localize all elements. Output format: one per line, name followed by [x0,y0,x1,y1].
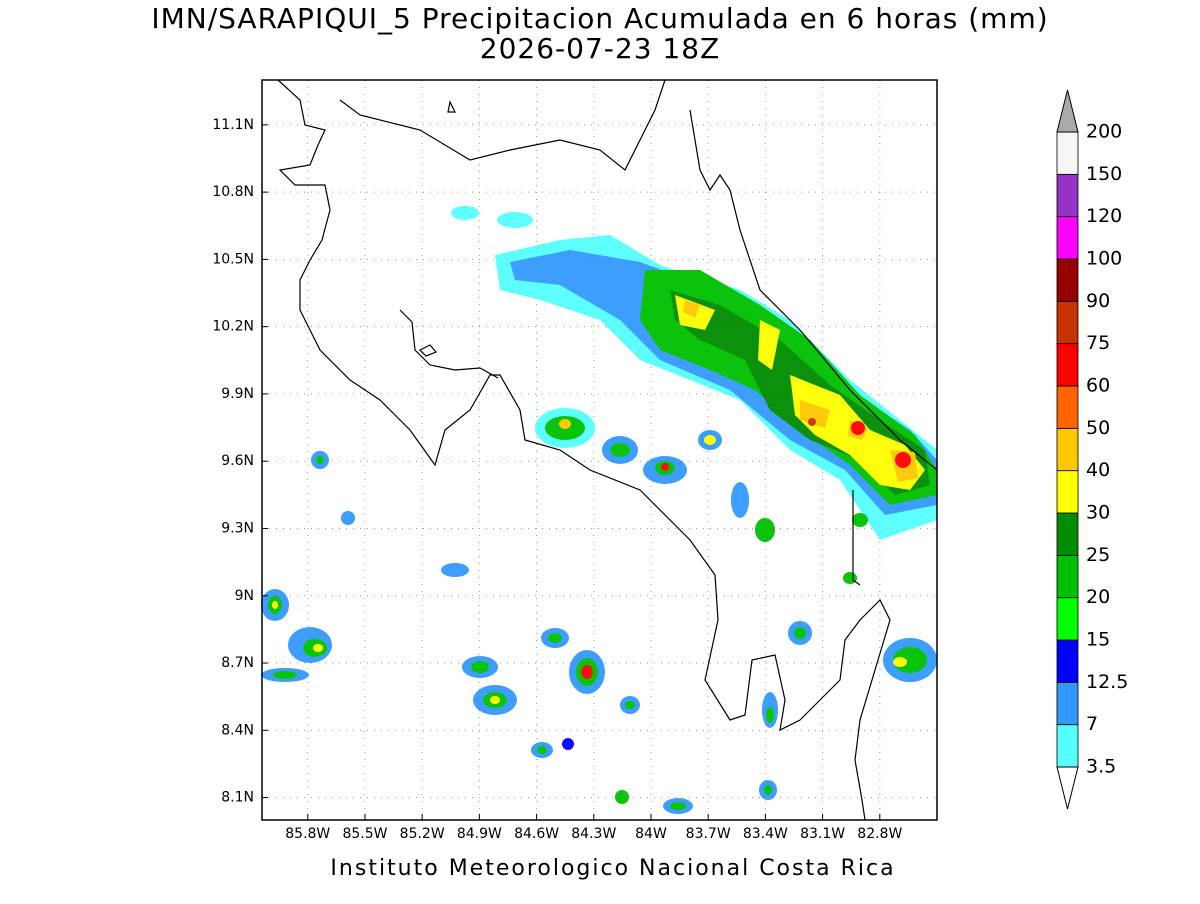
lake-shore [339,79,666,171]
y-tick-label: 10.5N [212,251,254,267]
title: IMN/SARAPIQUI_5 Precipitacion Acumulada … [151,2,1048,35]
y-tick-label: 9N [235,588,254,604]
x-tick-label: 85.8W [285,826,330,842]
x-tick-label: 83.4W [743,826,788,842]
y-tick-label: 8.7N [221,655,254,671]
pacific-coast [277,79,891,821]
colorbar-swatch [1056,216,1079,260]
x-tick-label: 84.3W [571,826,616,842]
colorbar-label: 200 [1086,121,1122,143]
x-tick-label: 84W [635,826,667,842]
colorbar-swatch [1056,554,1079,599]
x-tick-label: 85.2W [400,826,445,842]
y-tick-label: 11.1N [212,117,254,133]
colorbar: 3.5 7 12.5 15 20 25 30 40 50 60 75 90 100 120 150 200 [1056,89,1128,810]
y-tick-label: 10.8N [212,184,254,200]
colorbar-label: 7 [1086,713,1098,735]
gulf-coast [399,309,499,379]
y-tick-label: 8.4N [221,722,254,738]
y-tick-label: 8.1N [221,790,254,806]
colorbar-label: 100 [1086,248,1122,270]
colorbar-swatch [1056,470,1079,514]
colorbar-label: 20 [1086,586,1110,608]
footer: Instituto Meteorologico Nacional Costa R… [330,856,895,881]
colorbar-swatch [1056,300,1079,345]
colorbar-swatch [1056,597,1079,641]
caribbean-coast [689,109,938,471]
colorbar-over [1056,89,1079,133]
colorbar-label: 90 [1086,290,1110,312]
colorbar-label: 50 [1086,417,1110,439]
colorbar-label: 75 [1086,332,1110,354]
y-tick-label: 9.6N [221,453,254,469]
x-tick-label: 83.1W [800,826,845,842]
colorbar-label: 3.5 [1086,756,1116,778]
subtitle: 2026-07-23 18Z [480,32,720,65]
colorbar-label: 60 [1086,375,1110,397]
colorbar-swatch [1056,681,1079,726]
colorbar-swatch [1056,173,1079,218]
colorbar-swatch [1056,639,1079,683]
colorbar-swatch [1056,131,1079,175]
colorbar-under [1056,766,1079,810]
y-tick-label: 9.3N [221,520,254,536]
islands [418,100,456,357]
coastlines [277,79,938,821]
colorbar-swatch [1056,512,1079,556]
x-tick-label: 83.7W [686,826,731,842]
x-tick-label: 84.6W [514,826,559,842]
map-frame [261,79,938,821]
x-tick-label: 82.8W [857,826,902,842]
border [852,490,861,586]
rain-cells [261,206,937,814]
colorbar-swatch [1056,343,1079,387]
colorbar-label: 120 [1086,205,1122,227]
y-tick-label: 10.2N [212,319,254,335]
x-tick-label: 85.5W [342,826,387,842]
colorbar-label: 150 [1086,163,1122,185]
y-tick-label: 9.9N [221,386,254,402]
colorbar-swatch [1056,427,1079,472]
rain-band [495,235,937,540]
colorbar-label: 40 [1086,459,1110,481]
colorbar-label: 12.5 [1086,671,1128,693]
colorbar-label: 25 [1086,544,1110,566]
colorbar-swatch [1056,385,1079,429]
colorbar-label: 15 [1086,629,1110,651]
colorbar-swatch [1056,724,1079,768]
x-tick-label: 84.9W [457,826,502,842]
precipitation-field [261,206,937,814]
colorbar-swatch [1056,258,1079,302]
colorbar-label: 30 [1086,502,1110,524]
